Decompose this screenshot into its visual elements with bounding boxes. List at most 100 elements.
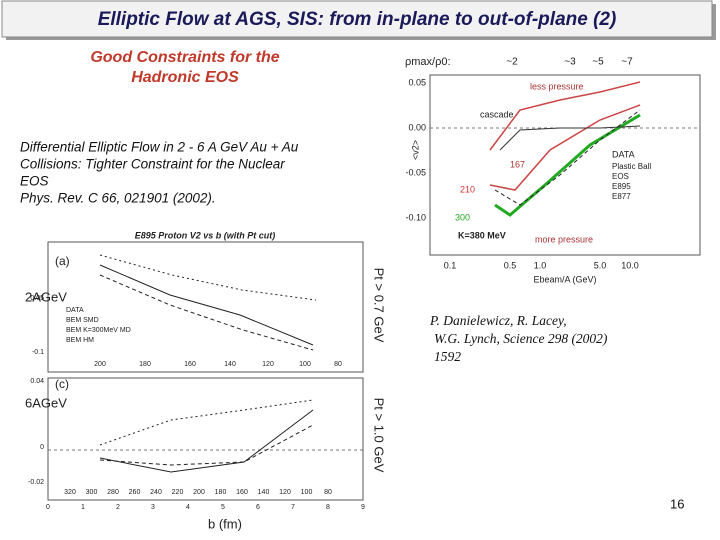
legend-entry: E877 xyxy=(612,192,631,201)
x-axis-label: Ebeam/A (GeV) xyxy=(533,274,596,284)
legend-entry: EOS xyxy=(612,172,629,181)
top-tick-label: 160 xyxy=(236,489,248,496)
curve xyxy=(99,264,314,346)
top-tick-label: 200 xyxy=(94,361,106,368)
top-tick-label: 240 xyxy=(150,489,162,496)
legend-entry: BEM K=300MeV MD xyxy=(66,327,131,334)
y-tick-label: -0.1 xyxy=(32,349,44,356)
y-tick-label: 0 xyxy=(40,444,44,451)
panel-label: (a) xyxy=(55,254,70,268)
y-tick-label: -0.02 xyxy=(28,479,44,486)
density-label: ρmax/ρ0: xyxy=(405,56,451,68)
annotation: 210 xyxy=(460,184,475,194)
curve xyxy=(99,424,314,466)
plot-frame xyxy=(429,74,701,256)
citation-line: W.G. Lynch, Science 298 (2002) xyxy=(434,331,608,346)
y-tick-label: 0.00 xyxy=(408,122,426,132)
curve xyxy=(494,109,641,206)
top-tick-label: 260 xyxy=(129,489,141,496)
curve xyxy=(489,104,641,191)
slide-title: Elliptic Flow at AGS, SIS: from in-plane… xyxy=(98,9,617,30)
plot-title: E895 Proton V2 vs b (with Pt cut) xyxy=(135,230,276,240)
density-value: ~3 xyxy=(564,57,576,68)
annotation: more pressure xyxy=(535,234,593,244)
annotation: 167 xyxy=(510,159,525,169)
panel-label: 6AGeV xyxy=(25,395,67,410)
panel-frame xyxy=(47,377,364,501)
legend-entry: DATA xyxy=(612,149,635,159)
x-axis-label: b (fm) xyxy=(208,516,242,531)
y-tick-label: 0.05 xyxy=(30,295,44,302)
top-tick-label: 140 xyxy=(258,489,270,496)
x-tick-label: 6 xyxy=(256,504,260,511)
x-tick-label: 7 xyxy=(291,504,295,511)
panel-label: 2AGeV xyxy=(25,289,67,304)
x-tick-label: 8 xyxy=(326,504,330,511)
top-tick-label: 160 xyxy=(184,361,196,368)
annotation: 300 xyxy=(455,212,470,222)
x-tick-label: 2 xyxy=(116,504,120,511)
density-value: ~2 xyxy=(506,57,518,68)
top-tick-label: 80 xyxy=(334,361,342,368)
page-number: 16 xyxy=(670,496,684,511)
x-tick-label: 4 xyxy=(186,504,190,511)
top-tick-label: 280 xyxy=(107,489,119,496)
right-plot xyxy=(429,74,701,256)
left-plot xyxy=(47,241,364,501)
panel-cut: Pt > 0.7 GeV xyxy=(372,268,387,343)
curve xyxy=(499,125,641,151)
description-line: Differential Elliptic Flow in 2 - 6 A Ge… xyxy=(20,140,299,155)
density-value: ~7 xyxy=(621,57,633,68)
x-tick-label: 5 xyxy=(221,504,225,511)
legend-entry: Plastic Ball xyxy=(612,162,651,171)
title-box xyxy=(1,0,713,38)
top-tick-label: 180 xyxy=(139,361,151,368)
y-axis-label: <v2> xyxy=(410,140,420,160)
x-tick-label: 9 xyxy=(361,504,365,511)
y-tick-label: -0.05 xyxy=(405,167,426,177)
panel-label: (c) xyxy=(55,377,69,391)
legend-entry: BEM HM xyxy=(66,337,94,344)
panel-cut: Pt > 1.0 GeV xyxy=(372,398,387,473)
legend-entry: DATA xyxy=(66,307,84,314)
description-line: Phys. Rev. C 66, 021901 (2002). xyxy=(20,191,216,206)
top-tick-label: 100 xyxy=(301,489,313,496)
y-tick-label: 0.04 xyxy=(30,378,44,385)
x-tick-label: 0.1 xyxy=(444,260,457,270)
subtitle: Hadronic EOS xyxy=(131,69,239,86)
x-tick-label: 1 xyxy=(81,504,85,511)
top-tick-label: 100 xyxy=(299,361,311,368)
y-tick-label: -0.10 xyxy=(405,212,426,222)
x-tick-label: 3 xyxy=(151,504,155,511)
citation-line: P. Danielewicz, R. Lacey, xyxy=(429,313,567,328)
curve xyxy=(99,274,314,351)
top-tick-label: 300 xyxy=(86,489,98,496)
subtitle: Good Constraints for the xyxy=(90,49,279,66)
top-tick-label: 140 xyxy=(224,361,236,368)
top-tick-label: 320 xyxy=(64,489,76,496)
x-tick-label: 1.0 xyxy=(534,260,547,270)
top-tick-label: 120 xyxy=(262,361,274,368)
annotation: K=380 MeV xyxy=(458,230,506,240)
annotation: less pressure xyxy=(530,81,584,91)
density-value: ~5 xyxy=(592,57,604,68)
top-tick-label: 80 xyxy=(324,489,332,496)
curve xyxy=(99,409,314,473)
description-line: Collisions: Tighter Constraint for the N… xyxy=(20,157,285,172)
top-tick-label: 120 xyxy=(279,489,291,496)
top-tick-label: 180 xyxy=(215,489,227,496)
x-tick-label: 0.5 xyxy=(504,260,517,270)
panel-frame xyxy=(47,241,364,373)
y-tick-label: 0.05 xyxy=(408,77,426,87)
x-tick-label: 10.0 xyxy=(621,260,639,270)
annotation: cascade xyxy=(480,109,514,119)
description-line: EOS xyxy=(20,174,49,189)
description: Differential Elliptic Flow in 2 - 6 A Ge… xyxy=(20,140,299,206)
top-tick-label: 220 xyxy=(172,489,184,496)
citation-line: 1592 xyxy=(434,349,461,364)
x-tick-label: 0 xyxy=(46,504,50,511)
legend-entry: BEM SMD xyxy=(66,317,99,324)
legend-entry: E895 xyxy=(612,182,631,191)
curve xyxy=(489,81,641,151)
